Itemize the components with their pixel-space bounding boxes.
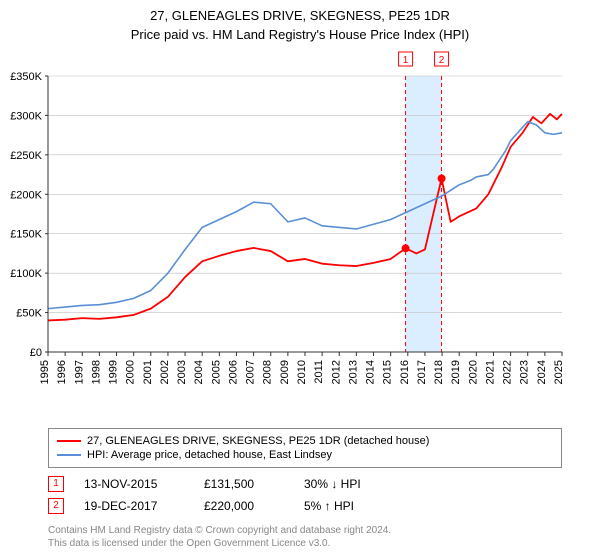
- svg-text:2023: 2023: [519, 360, 531, 384]
- svg-text:1995: 1995: [39, 360, 51, 384]
- svg-text:2017: 2017: [416, 360, 428, 384]
- chart-svg: £0 £50K £100K £150K £200K £250K £300K £350K 1995…: [0, 42, 600, 422]
- sale-delta: 5% ↑ HPI: [304, 499, 404, 513]
- svg-text:£50K: £50K: [16, 308, 42, 320]
- sale-date: 13-NOV-2015: [84, 477, 204, 491]
- svg-text:1998: 1998: [90, 360, 102, 384]
- sale-marker-2: 2: [48, 498, 64, 514]
- legend-label-property: 27, GLENEAGLES DRIVE, SKEGNESS, PE25 1DR…: [87, 435, 429, 447]
- svg-text:2000: 2000: [125, 360, 137, 384]
- svg-text:£100K: £100K: [10, 268, 42, 280]
- svg-text:2010: 2010: [296, 360, 308, 384]
- svg-text:£150K: £150K: [10, 229, 42, 241]
- svg-text:2019: 2019: [450, 360, 462, 384]
- svg-text:2024: 2024: [536, 360, 548, 384]
- titles: 27, GLENEAGLES DRIVE, SKEGNESS, PE25 1DR…: [0, 0, 600, 42]
- sales-table: 1 13-NOV-2015 £131,500 30% ↓ HPI 2 19-DE…: [48, 474, 562, 516]
- svg-text:2004: 2004: [193, 360, 205, 384]
- sale-date: 19-DEC-2017: [84, 499, 204, 513]
- svg-text:2008: 2008: [262, 360, 274, 384]
- svg-text:2012: 2012: [330, 360, 342, 384]
- sale-price: £131,500: [204, 477, 304, 491]
- sale-marker-1: 1: [48, 476, 64, 492]
- svg-text:2005: 2005: [210, 360, 222, 384]
- svg-text:2009: 2009: [279, 360, 291, 384]
- svg-text:2015: 2015: [382, 360, 394, 384]
- title-sub: Price paid vs. HM Land Registry's House …: [0, 27, 600, 42]
- footnote: Contains HM Land Registry data © Crown c…: [48, 524, 562, 550]
- legend-row: HPI: Average price, detached house, East…: [57, 449, 553, 461]
- svg-text:£300K: £300K: [10, 110, 42, 122]
- sale-row: 1 13-NOV-2015 £131,500 30% ↓ HPI: [48, 474, 562, 494]
- svg-text:2025: 2025: [553, 360, 565, 384]
- svg-text:£0: £0: [30, 347, 42, 359]
- svg-text:£350K: £350K: [10, 71, 42, 83]
- legend-swatch-property: [57, 440, 81, 442]
- legend-row: 27, GLENEAGLES DRIVE, SKEGNESS, PE25 1DR…: [57, 435, 553, 447]
- legend-swatch-hpi: [57, 454, 81, 456]
- svg-text:2014: 2014: [365, 360, 377, 384]
- sale-price: £220,000: [204, 499, 304, 513]
- footnote-line: Contains HM Land Registry data © Crown c…: [48, 524, 562, 537]
- svg-text:2018: 2018: [433, 360, 445, 384]
- svg-text:1999: 1999: [108, 360, 120, 384]
- chart-container: 27, GLENEAGLES DRIVE, SKEGNESS, PE25 1DR…: [0, 0, 600, 550]
- legend: 27, GLENEAGLES DRIVE, SKEGNESS, PE25 1DR…: [48, 428, 562, 468]
- svg-text:2003: 2003: [176, 360, 188, 384]
- chart: £0 £50K £100K £150K £200K £250K £300K £350K 1995…: [0, 42, 600, 422]
- svg-text:2020: 2020: [467, 360, 479, 384]
- svg-text:2: 2: [439, 55, 445, 66]
- svg-text:2016: 2016: [399, 360, 411, 384]
- svg-text:2002: 2002: [159, 360, 171, 384]
- svg-text:1997: 1997: [73, 360, 85, 384]
- title-main: 27, GLENEAGLES DRIVE, SKEGNESS, PE25 1DR: [0, 8, 600, 23]
- svg-text:1: 1: [403, 55, 409, 66]
- footnote-line: This data is licensed under the Open Gov…: [48, 537, 562, 550]
- sale-row: 2 19-DEC-2017 £220,000 5% ↑ HPI: [48, 496, 562, 516]
- svg-text:1996: 1996: [56, 360, 68, 384]
- svg-text:2022: 2022: [502, 360, 514, 384]
- svg-text:£250K: £250K: [10, 150, 42, 162]
- legend-label-hpi: HPI: Average price, detached house, East…: [87, 449, 332, 461]
- svg-text:2011: 2011: [313, 360, 325, 384]
- svg-text:2013: 2013: [347, 360, 359, 384]
- svg-text:2021: 2021: [484, 360, 496, 384]
- svg-text:2001: 2001: [142, 360, 154, 384]
- svg-text:2007: 2007: [245, 360, 257, 384]
- svg-text:£200K: £200K: [10, 189, 42, 201]
- sale-delta: 30% ↓ HPI: [304, 477, 404, 491]
- svg-text:2006: 2006: [227, 360, 239, 384]
